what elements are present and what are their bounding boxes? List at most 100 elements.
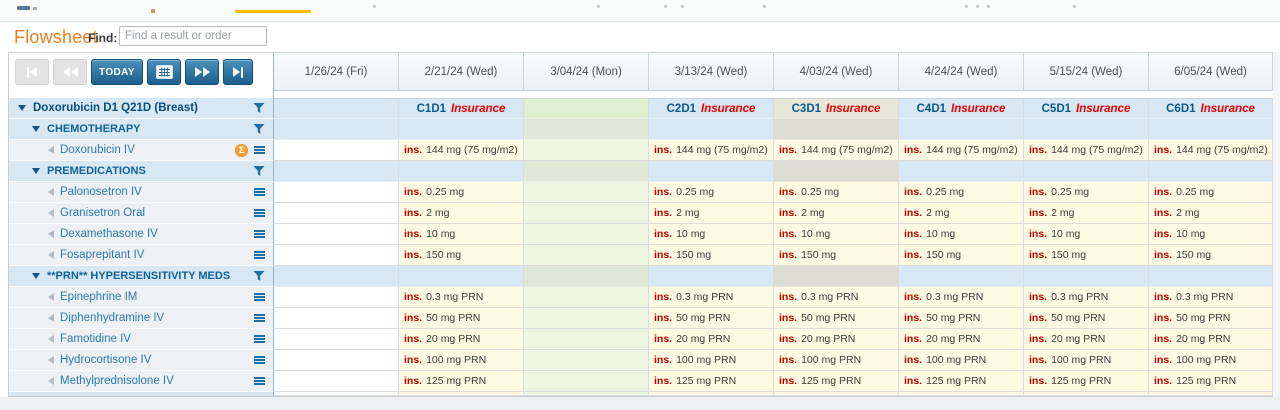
flowsheet-cell[interactable]: ins. 125 mg PRN (899, 371, 1024, 392)
flowsheet-cell[interactable]: ins. 125 mg PRN (399, 371, 524, 392)
collapse-handle-icon[interactable] (48, 377, 54, 385)
flowsheet-cell[interactable]: ins. 125 mg PRN (1149, 371, 1273, 392)
flowsheet-cell[interactable] (649, 161, 774, 182)
sidebar-row-drug[interactable]: Epinephrine IM (9, 287, 274, 308)
flowsheet-cell[interactable]: ins. 50 mg PRN (774, 308, 899, 329)
sidebar-row-drug[interactable]: Fosaprepitant IV (9, 245, 274, 266)
flowsheet-cell[interactable]: ins. 0.25 mg (649, 182, 774, 203)
flowsheet-cell[interactable]: ins. 0.25 mg (774, 182, 899, 203)
flowsheet-cell[interactable] (274, 203, 399, 224)
flowsheet-cell[interactable] (399, 266, 524, 287)
flowsheet-cell[interactable] (774, 266, 899, 287)
flowsheet-cell[interactable]: ins. 0.3 mg PRN (774, 287, 899, 308)
flowsheet-cell[interactable] (1024, 161, 1149, 182)
flowsheet-cell[interactable] (274, 98, 399, 119)
sidebar-row-drug[interactable]: Methylprednisolone IV (9, 371, 274, 392)
flowsheet-cell[interactable] (524, 245, 649, 266)
row-menu-icon[interactable] (254, 188, 265, 196)
flowsheet-cell[interactable]: ins. 150 mg (899, 245, 1024, 266)
collapse-handle-icon[interactable] (48, 188, 54, 196)
flowsheet-cell[interactable] (524, 203, 649, 224)
flowsheet-cell[interactable]: ins. 10 mg (399, 224, 524, 245)
flowsheet-cell[interactable] (774, 161, 899, 182)
date-column-header[interactable]: 3/04/24 (Mon) (524, 53, 649, 91)
flowsheet-cell[interactable]: ins. 2 mg (649, 203, 774, 224)
flowsheet-cell[interactable] (524, 98, 649, 119)
last-visit-button[interactable] (223, 59, 253, 85)
flowsheet-cell[interactable]: ins. 20 mg PRN (1149, 329, 1273, 350)
flowsheet-cell[interactable] (274, 182, 399, 203)
flowsheet-cell[interactable] (274, 371, 399, 392)
sidebar-row-drug[interactable]: Palonosetron IV (9, 182, 274, 203)
row-menu-icon[interactable] (254, 314, 265, 322)
collapse-caret-icon[interactable] (18, 105, 26, 111)
flowsheet-cell[interactable]: ins. 100 mg PRN (899, 350, 1024, 371)
flowsheet-cell[interactable]: ins. 0.25 mg (399, 182, 524, 203)
date-column-header[interactable]: 4/24/24 (Wed) (899, 53, 1024, 91)
flowsheet-cell[interactable]: ins. 2 mg (399, 203, 524, 224)
sum-badge[interactable]: Σ (235, 143, 248, 157)
date-column-header[interactable]: 2/21/24 (Wed) (399, 53, 524, 91)
row-menu-icon[interactable] (254, 146, 265, 154)
flowsheet-cell[interactable] (274, 224, 399, 245)
row-menu-icon[interactable] (254, 335, 265, 343)
collapse-handle-icon[interactable] (48, 230, 54, 238)
cycle-header-cell[interactable]: C3D1 Insurance (774, 98, 899, 119)
flowsheet-cell[interactable] (274, 329, 399, 350)
collapse-handle-icon[interactable] (48, 356, 54, 364)
sidebar-row-section[interactable]: PREMEDICATIONS (9, 161, 274, 182)
flowsheet-cell[interactable]: ins. 100 mg PRN (399, 350, 524, 371)
sidebar-row-drug[interactable]: Famotidine IV (9, 329, 274, 350)
flowsheet-cell[interactable]: ins. 20 mg PRN (899, 329, 1024, 350)
flowsheet-cell[interactable] (274, 308, 399, 329)
flowsheet-cell[interactable]: ins. 144 mg (75 mg/m2) (1024, 140, 1149, 161)
flowsheet-cell[interactable] (649, 119, 774, 140)
sidebar-row-section[interactable]: CHEMOTHERAPY (9, 119, 274, 140)
row-menu-icon[interactable] (254, 293, 265, 301)
flowsheet-cell[interactable]: ins. 144 mg (75 mg/m2) (399, 140, 524, 161)
collapse-handle-icon[interactable] (48, 251, 54, 259)
flowsheet-cell[interactable]: ins. 150 mg (1149, 245, 1273, 266)
flowsheet-cell[interactable] (524, 266, 649, 287)
flowsheet-cell[interactable]: ins. 10 mg (774, 224, 899, 245)
flowsheet-cell[interactable]: ins. 20 mg PRN (649, 329, 774, 350)
filter-funnel-icon[interactable] (253, 165, 265, 177)
flowsheet-cell[interactable]: ins. 125 mg PRN (774, 371, 899, 392)
filter-funnel-icon[interactable] (253, 102, 265, 114)
flowsheet-cell[interactable] (1149, 119, 1273, 140)
flowsheet-cell[interactable]: ins. 0.25 mg (1149, 182, 1273, 203)
flowsheet-cell[interactable]: ins. 144 mg (75 mg/m2) (1149, 140, 1273, 161)
flowsheet-cell[interactable]: ins. 20 mg PRN (774, 329, 899, 350)
sidebar-row-section[interactable]: **PRN** HYPERSENSITIVITY MEDS (9, 266, 274, 287)
flowsheet-cell[interactable]: ins. 20 mg PRN (1024, 329, 1149, 350)
flowsheet-cell[interactable]: ins. 50 mg PRN (1024, 308, 1149, 329)
flowsheet-cell[interactable] (899, 266, 1024, 287)
flowsheet-cell[interactable]: ins. 2 mg (774, 203, 899, 224)
flowsheet-cell[interactable]: ins. 2 mg (1024, 203, 1149, 224)
flowsheet-cell[interactable] (1149, 161, 1273, 182)
flowsheet-cell[interactable]: ins. 50 mg PRN (1149, 308, 1273, 329)
flowsheet-cell[interactable] (1149, 266, 1273, 287)
flowsheet-cell[interactable]: ins. 150 mg (774, 245, 899, 266)
sidebar-row-drug[interactable]: Granisetron Oral (9, 203, 274, 224)
flowsheet-cell[interactable] (524, 182, 649, 203)
row-menu-icon[interactable] (254, 356, 265, 364)
date-column-header[interactable]: 4/03/24 (Wed) (774, 53, 899, 91)
flowsheet-cell[interactable] (1024, 266, 1149, 287)
date-column-header[interactable]: 6/05/24 (Wed) (1149, 53, 1273, 91)
cycle-header-cell[interactable]: C2D1 Insurance (649, 98, 774, 119)
cycle-header-cell[interactable]: C6D1 Insurance (1149, 98, 1273, 119)
flowsheet-cell[interactable]: ins. 125 mg PRN (649, 371, 774, 392)
flowsheet-cell[interactable]: ins. 50 mg PRN (399, 308, 524, 329)
collapse-caret-icon[interactable] (32, 168, 40, 174)
flowsheet-cell[interactable] (274, 350, 399, 371)
row-menu-icon[interactable] (254, 251, 265, 259)
collapse-handle-icon[interactable] (48, 293, 54, 301)
flowsheet-cell[interactable]: ins. 0.25 mg (1024, 182, 1149, 203)
flowsheet-cell[interactable]: ins. 50 mg PRN (899, 308, 1024, 329)
flowsheet-cell[interactable]: ins. 50 mg PRN (649, 308, 774, 329)
flowsheet-cell[interactable] (274, 287, 399, 308)
sidebar-row-drug[interactable]: Dexamethasone IV (9, 224, 274, 245)
flowsheet-cell[interactable]: ins. 2 mg (1149, 203, 1273, 224)
flowsheet-cell[interactable]: ins. 125 mg PRN (1024, 371, 1149, 392)
